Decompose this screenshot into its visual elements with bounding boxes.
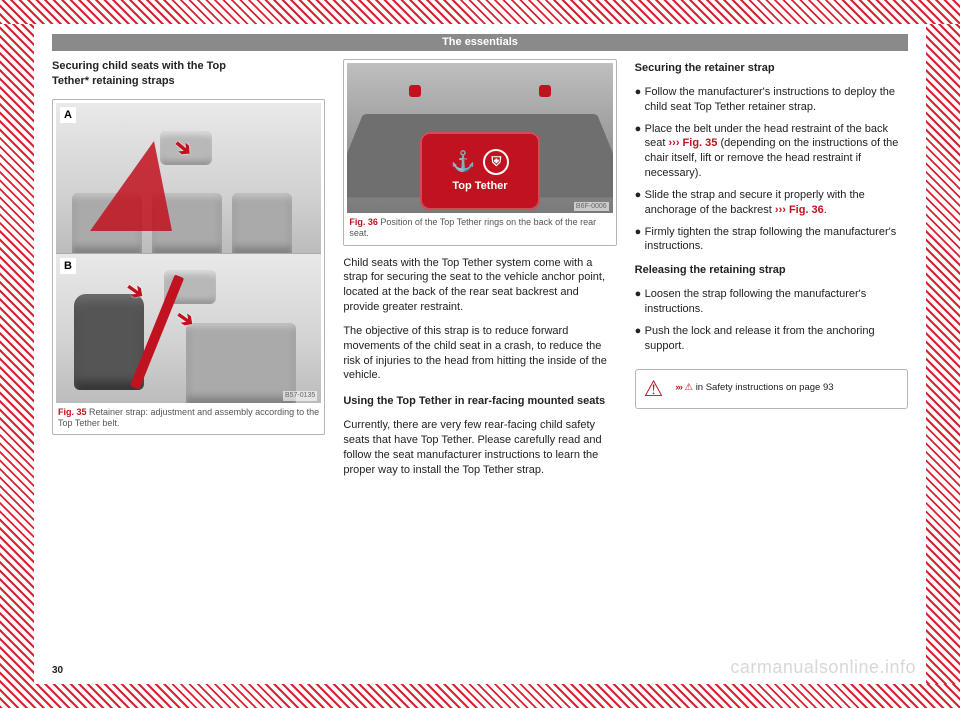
anchor-icon: ⚓ [451, 152, 476, 172]
figure-36-label: Fig. 36 [349, 217, 378, 227]
column-1: Securing child seats with the Top Tether… [52, 59, 325, 661]
tether-badge-label: Top Tether [452, 179, 507, 194]
figure-36-caption: Fig. 36 Position of the Top Tether rings… [347, 213, 612, 240]
seatback-shape [232, 193, 292, 253]
watermark: carmanualsonline.info [730, 657, 916, 678]
hatching-right [926, 0, 960, 708]
section-title: Securing child seats with the Top Tether… [52, 59, 325, 89]
warning-box: ⚠ ››› ⚠ in Safety instructions on page 9… [635, 369, 908, 409]
hatching-bottom [0, 684, 960, 708]
figure-ref: ››› Fig. 35 [669, 137, 718, 149]
panel-b-letter: B [60, 258, 76, 274]
columns: Securing child seats with the Top Tether… [52, 59, 908, 661]
body-text: Currently, there are very few rear-facin… [343, 418, 616, 477]
subheading: Releasing the retaining strap [635, 263, 908, 278]
bullet-text-b: . [824, 204, 827, 216]
page-content: The essentials Securing child seats with… [34, 24, 926, 684]
bullet-icon: ● [635, 225, 645, 255]
seatback-shape [186, 323, 296, 403]
body-text: Child seats with the Top Tether system c… [343, 256, 616, 315]
figure-36: ⚓ ⛨ Top Tether B6F-0006 Fig. 36 Position… [343, 59, 616, 246]
figure-35-image: A ➔ B ➔ ➔ [56, 103, 321, 403]
column-3: Securing the retainer strap ● Follow the… [635, 59, 908, 661]
bullet-icon: ● [635, 122, 645, 181]
top-tether-badge: ⚓ ⛨ Top Tether [420, 132, 540, 210]
bullet-icon: ● [635, 85, 645, 115]
figure-35-label: Fig. 35 [58, 407, 87, 417]
bullet-icon: ● [635, 324, 645, 354]
bullet-text: Place the belt under the head restraint … [645, 122, 908, 181]
bullet-icon: ● [635, 188, 645, 218]
warning-icon: ⚠ [644, 378, 664, 400]
tether-hook-icon [409, 85, 421, 97]
child-seat-icon: ⛨ [483, 149, 509, 175]
subheading: Securing the retainer strap [635, 61, 908, 76]
tether-hook-icon [539, 85, 551, 97]
bullet-item: ● Push the lock and release it from the … [635, 324, 908, 354]
warning-tri-icon: ⚠ [685, 382, 696, 393]
warning-text-body: in Safety instructions on page 93 [696, 382, 834, 393]
bullet-text: Loosen the strap following the manufactu… [645, 287, 908, 317]
bullet-text: Slide the strap and secure it properly w… [645, 188, 908, 218]
figure-35-panel-a: A ➔ [56, 103, 321, 253]
chevrons-icon: ››› [675, 382, 682, 393]
panel-a-letter: A [60, 107, 76, 123]
figure-36-caption-text: Position of the Top Tether rings on the … [349, 217, 596, 238]
bullet-text-a: Slide the strap and secure it properly w… [645, 189, 865, 216]
bullet-text: Firmly tighten the strap following the m… [645, 225, 908, 255]
figure-35: A ➔ B ➔ ➔ [52, 99, 325, 436]
bullet-item: ● Firmly tighten the strap following the… [635, 225, 908, 255]
section-title-line1: Securing child seats with the Top [52, 60, 226, 72]
body-text: The objective of this strap is to reduce… [343, 324, 616, 383]
image-code: B57-0135 [283, 391, 317, 400]
bullet-item: ● Follow the manufacturer's instructions… [635, 85, 908, 115]
tether-badge-icons: ⚓ ⛨ [451, 149, 510, 175]
bullet-text: Follow the manufacturer's instructions t… [645, 85, 908, 115]
hatching-left [0, 0, 34, 708]
figure-36-panel: ⚓ ⛨ Top Tether B6F-0006 [347, 63, 612, 213]
image-code: B6F-0006 [574, 202, 609, 211]
warning-text: ››› ⚠ in Safety instructions on page 93 [675, 382, 833, 395]
section-title-line2: Tether* retaining straps [52, 75, 175, 87]
column-2: ⚓ ⛨ Top Tether B6F-0006 Fig. 36 Position… [343, 59, 616, 661]
figure-35-panel-b: B ➔ ➔ B57-0135 [56, 253, 321, 403]
bullet-icon: ● [635, 287, 645, 317]
bullet-item: ● Loosen the strap following the manufac… [635, 287, 908, 317]
figure-35-caption-text: Retainer strap: adjustment and assembly … [58, 407, 319, 428]
subheading: Using the Top Tether in rear-facing moun… [343, 394, 616, 409]
bullet-text: Push the lock and release it from the an… [645, 324, 908, 354]
header-bar: The essentials [52, 34, 908, 51]
figure-35-caption: Fig. 35 Retainer strap: adjustment and a… [56, 403, 321, 430]
hatching-top [0, 0, 960, 24]
bullet-item: ● Slide the strap and secure it properly… [635, 188, 908, 218]
figure-36-image: ⚓ ⛨ Top Tether B6F-0006 [347, 63, 612, 213]
bullet-item: ● Place the belt under the head restrain… [635, 122, 908, 181]
figure-ref: ››› Fig. 36 [775, 204, 824, 216]
